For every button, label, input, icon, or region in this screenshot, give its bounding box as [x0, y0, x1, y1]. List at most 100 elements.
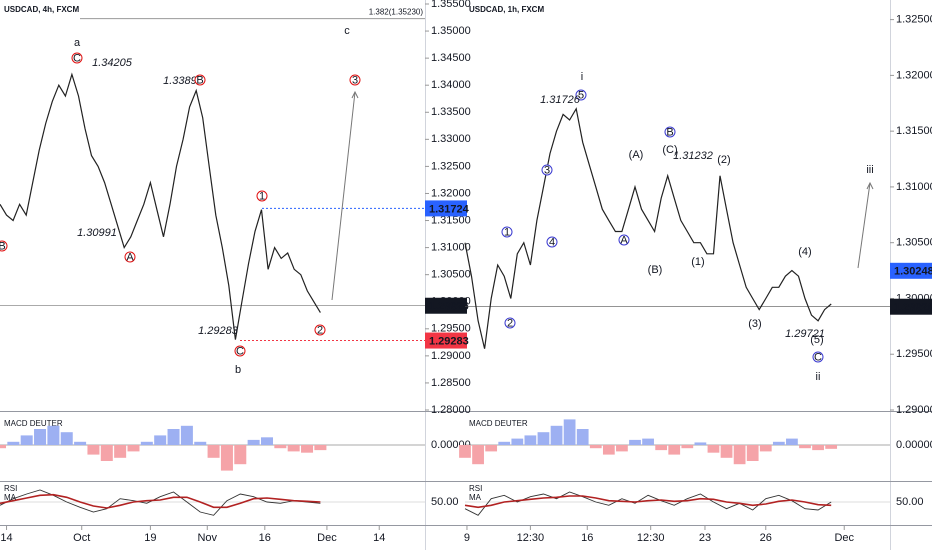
price-tag [425, 332, 467, 349]
wave-label: B [666, 126, 673, 138]
wave-label: (2) [717, 154, 730, 166]
x-tick-label: 16 [581, 532, 593, 544]
wave-label: 1.34205 [92, 57, 133, 69]
wave-label: 1.33899 [163, 75, 203, 87]
y-tick-label: 1.30500 [896, 237, 932, 249]
wave-circle [71, 52, 83, 64]
rsi-label: RSI [469, 484, 482, 493]
wave-circle [501, 226, 513, 238]
x-tick-label: 12:30 [517, 532, 545, 544]
wave-label: C [73, 52, 81, 64]
y-tick-label: 1.31500 [896, 125, 932, 137]
x-tick-label: 26 [760, 532, 772, 544]
macd-bar [314, 445, 327, 451]
y-tick-label: 1.31000 [431, 242, 471, 254]
macd-bar [234, 445, 247, 465]
macd-bar [812, 445, 824, 451]
wave-label: 3 [352, 74, 358, 86]
macd-bar [287, 445, 300, 452]
macd-bar [772, 441, 785, 445]
arrow [331, 91, 356, 301]
macd-bar [140, 441, 153, 445]
rsi-line [464, 495, 832, 509]
macd-bar [260, 437, 273, 445]
y-tick-label: 1.32000 [896, 69, 932, 81]
y-tick-label: 1.32000 [431, 187, 471, 199]
wave-label: A [620, 234, 628, 246]
wave-label: 1 [259, 190, 265, 202]
macd-bar [0, 445, 7, 449]
price-tag [425, 200, 467, 217]
wave-label: B [0, 240, 6, 252]
wave-label: ii [816, 371, 821, 383]
chart-title: USDCAD, 1h, FXCM [469, 5, 544, 14]
wave-label: a [74, 37, 81, 49]
y-tick-label: 1.33000 [431, 133, 471, 145]
rsi-label: MA [4, 493, 17, 502]
wave-circle [349, 74, 361, 86]
y-tick-label: 1.29000 [431, 350, 471, 362]
macd-bar [746, 445, 759, 461]
wave-circle [504, 317, 516, 329]
price-tag [425, 297, 467, 314]
macd-bar [681, 445, 694, 449]
macd-bar [180, 425, 193, 445]
macd-bar [786, 438, 798, 445]
macd-bar [707, 445, 720, 453]
macd-bar [629, 439, 641, 445]
x-tick-label: Nov [197, 532, 217, 544]
wave-label: 5 [578, 89, 584, 101]
arrow [857, 182, 871, 269]
wave-label: i [581, 71, 583, 83]
x-tick-label: 9 [464, 532, 470, 544]
x-tick-label: 16 [259, 532, 271, 544]
macd-bar [511, 438, 524, 445]
macd-bar [247, 439, 260, 445]
wave-label: C [236, 345, 244, 357]
y-tick-label: 1.35000 [431, 25, 471, 37]
macd-bar [563, 419, 576, 445]
wave-circle [0, 240, 8, 252]
x-tick-label: Oct [73, 532, 90, 544]
arrow-head [866, 181, 874, 190]
wave-label: (1) [691, 256, 704, 268]
macd-bar [459, 445, 471, 458]
x-tick-label: 14 [373, 532, 385, 544]
y-tick-label: 50.00 [896, 496, 924, 508]
macd-bar [537, 432, 550, 445]
wave-label: 1.31726 [540, 94, 581, 106]
wave-label: A [126, 251, 134, 263]
macd-bar [167, 429, 180, 445]
y-tick-label: 50.00 [431, 496, 459, 508]
y-tick-label: 1.29500 [431, 323, 471, 335]
macd-bar [576, 429, 589, 445]
macd-bar [550, 425, 563, 445]
rsi-label: RSI [4, 484, 17, 493]
rsi-line [464, 491, 832, 516]
y-tick-label: 1.35500 [431, 0, 471, 10]
y-tick-label: 1.32500 [896, 14, 932, 26]
price-line [0, 72, 321, 340]
macd-bar [655, 445, 668, 451]
wave-label: 1 [504, 226, 510, 238]
wave-label: 2 [507, 317, 513, 329]
wave-label: 4 [549, 236, 555, 248]
macd-label: MACD DEUTER [4, 419, 63, 428]
macd-bar [20, 435, 33, 445]
macd-bar [154, 435, 167, 445]
arrow-head [351, 90, 359, 99]
y-tick-label: 1.32500 [431, 160, 471, 172]
wave-circle [812, 351, 824, 363]
y-tick-label: 1.31500 [431, 214, 471, 226]
x-tick-label: Dec [834, 532, 854, 544]
macd-bar [207, 445, 220, 458]
macd-bar [733, 445, 746, 465]
wave-label: 1.29283 [198, 325, 239, 337]
macd-bar [220, 445, 233, 471]
price-tag-label: 1.29926 [894, 302, 932, 314]
y-tick-label: 1.33500 [431, 106, 471, 118]
y-tick-label: 1.28000 [431, 404, 471, 416]
macd-bar [47, 425, 60, 445]
